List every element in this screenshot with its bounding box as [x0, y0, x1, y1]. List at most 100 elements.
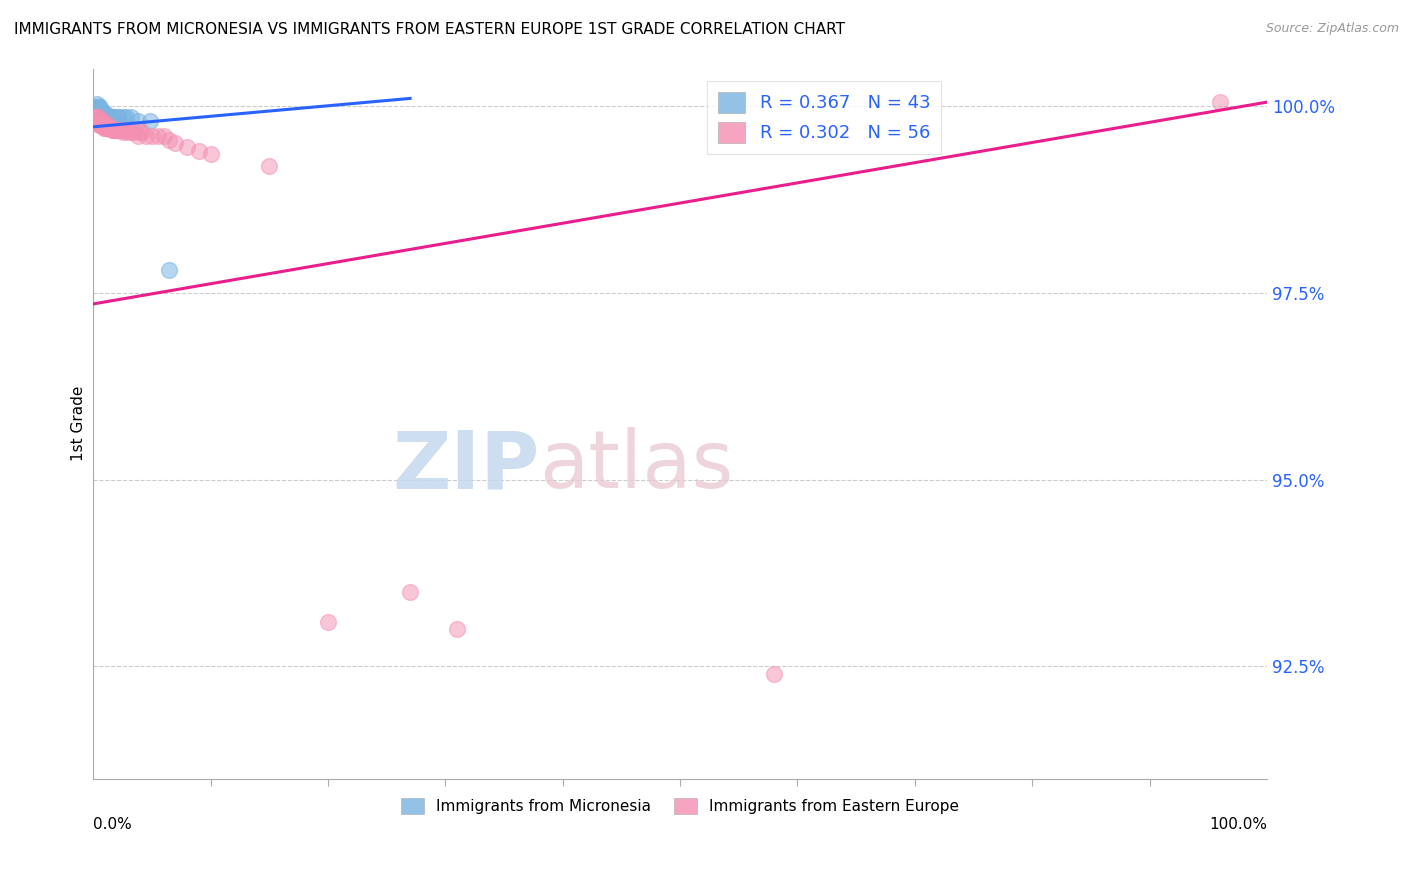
Point [200, 147, 222, 161]
Point [89, 100, 111, 114]
Text: atlas: atlas [538, 427, 734, 505]
Point [107, 123, 129, 137]
Point [101, 123, 124, 137]
Point [87, 100, 110, 114]
Legend: Immigrants from Micronesia, Immigrants from Eastern Europe: Immigrants from Micronesia, Immigrants f… [395, 792, 966, 821]
Point [83, 106, 105, 120]
Text: ZIP: ZIP [392, 427, 538, 505]
Point [84, 110, 107, 124]
Point [103, 110, 125, 124]
Point [100, 121, 122, 136]
Point [86, 110, 108, 124]
Point [89, 110, 111, 124]
Point [90, 110, 112, 124]
Point [83, 110, 105, 124]
Point [83, 103, 105, 117]
Point [94, 110, 117, 124]
Point [86, 97, 108, 112]
Point [89, 106, 111, 120]
Point [117, 125, 139, 139]
Point [257, 159, 280, 173]
Point [115, 123, 138, 137]
Point [87, 118, 110, 132]
Point [87, 113, 110, 128]
Point [135, 128, 157, 143]
Point [187, 144, 209, 158]
Point [97, 118, 120, 132]
Point [86, 110, 108, 124]
Point [103, 123, 125, 137]
Text: Source: ZipAtlas.com: Source: ZipAtlas.com [1265, 22, 1399, 36]
Point [141, 128, 163, 143]
Point [100, 110, 122, 124]
Point [159, 263, 181, 277]
Point [98, 110, 121, 124]
Point [399, 584, 422, 599]
Point [131, 125, 153, 139]
Point [94, 110, 117, 124]
Point [93, 121, 115, 136]
Point [87, 106, 110, 120]
Point [84, 110, 107, 124]
Point [127, 113, 149, 128]
Point [83, 110, 105, 124]
Point [87, 110, 110, 124]
Point [108, 110, 131, 124]
Point [86, 106, 108, 120]
Point [94, 106, 117, 120]
Point [120, 125, 142, 139]
Point [165, 136, 187, 151]
Point [86, 104, 108, 119]
Point [83, 113, 105, 128]
Point [96, 110, 118, 124]
Point [146, 128, 169, 143]
Point [91, 113, 114, 128]
Text: 100.0%: 100.0% [1209, 817, 1267, 832]
Point [1209, 95, 1232, 110]
Point [84, 113, 107, 128]
Point [86, 100, 108, 114]
Point [91, 104, 114, 119]
Point [108, 123, 131, 137]
Point [122, 125, 145, 139]
Point [87, 100, 110, 114]
Point [87, 110, 110, 124]
Point [96, 121, 118, 136]
Point [112, 123, 135, 137]
Point [98, 121, 121, 136]
Point [762, 666, 785, 681]
Point [111, 110, 134, 124]
Point [84, 106, 107, 120]
Point [90, 118, 112, 132]
Text: IMMIGRANTS FROM MICRONESIA VS IMMIGRANTS FROM EASTERN EUROPE 1ST GRADE CORRELATI: IMMIGRANTS FROM MICRONESIA VS IMMIGRANTS… [14, 22, 845, 37]
Point [152, 128, 174, 143]
Point [316, 615, 339, 629]
Point [159, 132, 181, 146]
Point [87, 113, 110, 128]
Point [104, 123, 127, 137]
Point [91, 110, 114, 124]
Point [91, 118, 114, 132]
Point [89, 113, 111, 128]
Point [97, 110, 120, 124]
Point [138, 113, 160, 128]
Point [94, 121, 117, 136]
Y-axis label: 1st Grade: 1st Grade [72, 386, 86, 461]
Point [94, 121, 117, 136]
Point [105, 110, 128, 124]
Point [87, 104, 110, 119]
Point [105, 123, 128, 137]
Point [90, 106, 112, 120]
Point [93, 110, 115, 124]
Point [108, 123, 131, 137]
Point [84, 100, 107, 114]
Point [93, 118, 115, 132]
Point [87, 110, 110, 124]
Point [120, 110, 142, 124]
Point [84, 103, 107, 117]
Point [446, 622, 468, 636]
Point [101, 110, 124, 124]
Point [111, 125, 134, 139]
Point [86, 113, 108, 128]
Text: 0.0%: 0.0% [93, 817, 132, 832]
